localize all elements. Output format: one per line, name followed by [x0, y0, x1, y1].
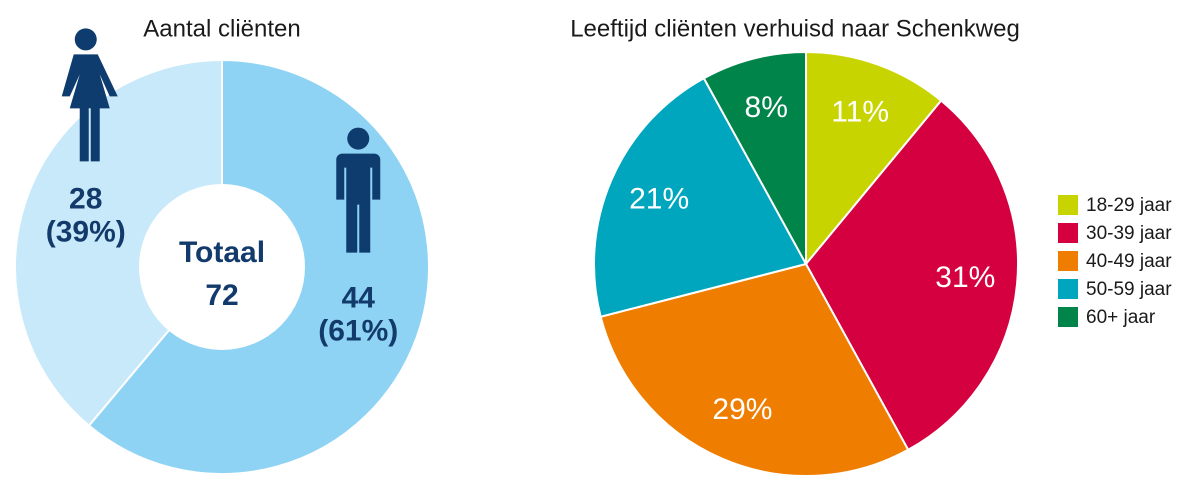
pie-slice — [702, 50, 807, 265]
share-label: (39%) — [46, 215, 126, 248]
pie-slice — [599, 262, 910, 477]
total-label: 72 — [205, 279, 238, 312]
pie-slice — [804, 99, 1019, 452]
value-label: 28 — [69, 182, 102, 215]
value-label: 31% — [935, 261, 995, 294]
value-label: 11% — [831, 95, 889, 128]
pie-chart: Leeftijd cliënten verhuisd naar Schenkwe… — [570, 15, 1172, 477]
legend-label: 40-49 jaar — [1086, 251, 1172, 272]
donut-chart: Aantal cliënten 44(61%) 28(39%) Totaal 72 — [14, 15, 430, 475]
legend-swatch — [1058, 279, 1078, 299]
chart-title: Aantal cliënten — [143, 15, 300, 42]
value-label: 44 — [342, 282, 376, 315]
donut-hole — [139, 184, 305, 350]
value-label: 21% — [629, 182, 689, 215]
value-label: 29% — [712, 393, 772, 426]
pie-slice — [805, 50, 943, 267]
pie-slice — [593, 76, 808, 318]
legend-swatch — [1058, 223, 1078, 243]
legend-label: 18-29 jaar — [1086, 195, 1172, 216]
value-label: 8% — [745, 91, 788, 124]
share-label: (61%) — [318, 315, 398, 348]
legend-swatch — [1058, 251, 1078, 271]
donut-slice — [14, 58, 223, 427]
center-label: Totaal — [179, 236, 265, 269]
legend-label: 60+ jaar — [1086, 307, 1156, 328]
legend-label: 50-59 jaar — [1086, 279, 1172, 300]
chart-title: Leeftijd cliënten verhuisd naar Schenkwe… — [570, 15, 1020, 42]
legend-swatch — [1058, 307, 1078, 327]
legend-swatch — [1058, 195, 1078, 215]
legend-label: 30-39 jaar — [1086, 223, 1172, 244]
